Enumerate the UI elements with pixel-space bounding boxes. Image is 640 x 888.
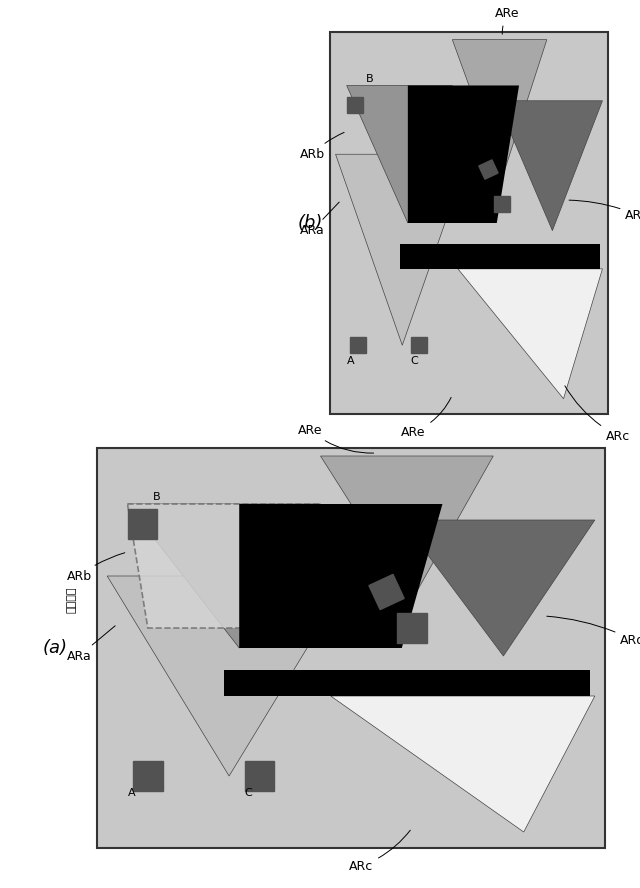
Text: ARc: ARc [565, 386, 630, 442]
Polygon shape [458, 269, 602, 399]
Polygon shape [239, 504, 442, 648]
Polygon shape [331, 696, 595, 832]
Bar [330, 32, 608, 414]
Polygon shape [335, 155, 469, 345]
Polygon shape [127, 504, 321, 628]
Text: ARe: ARe [495, 7, 520, 35]
Text: 重複領域: 重複領域 [67, 587, 77, 614]
Bar [349, 337, 366, 353]
Text: C: C [411, 356, 419, 367]
Bar [133, 761, 163, 790]
Text: ARa: ARa [300, 202, 339, 237]
Text: ARc: ARc [349, 830, 410, 873]
Polygon shape [347, 85, 452, 223]
Polygon shape [408, 85, 519, 223]
Text: A: A [347, 356, 355, 367]
Text: (b): (b) [298, 214, 323, 232]
Polygon shape [107, 576, 351, 776]
Bar [494, 196, 511, 212]
Text: A: A [127, 788, 135, 798]
Text: B: B [153, 492, 161, 502]
Text: (a): (a) [42, 639, 67, 657]
Polygon shape [402, 520, 595, 656]
Text: ARa: ARa [67, 626, 115, 662]
Text: ARe: ARe [401, 398, 451, 439]
Text: ARe: ARe [298, 424, 374, 453]
Text: D: D [378, 640, 387, 650]
Text: ARb: ARb [300, 132, 344, 161]
Text: ARd: ARd [569, 200, 640, 222]
Bar [347, 97, 363, 113]
Polygon shape [497, 100, 602, 231]
Bar [397, 614, 427, 643]
Text: E: E [354, 604, 361, 614]
Polygon shape [127, 504, 321, 648]
Bar [411, 337, 427, 353]
Bar [128, 510, 157, 539]
Text: E: E [468, 180, 475, 191]
Polygon shape [452, 40, 547, 178]
Bar [369, 575, 404, 610]
Bar [479, 160, 498, 179]
Bar [399, 244, 600, 269]
Text: ARd: ARd [547, 616, 640, 646]
Text: D: D [480, 215, 488, 225]
Bar [97, 448, 605, 848]
Text: B: B [366, 74, 374, 83]
Text: C: C [244, 788, 252, 798]
Bar [224, 670, 590, 696]
Bar [245, 761, 275, 790]
Polygon shape [321, 456, 493, 600]
Text: ARb: ARb [67, 552, 125, 583]
